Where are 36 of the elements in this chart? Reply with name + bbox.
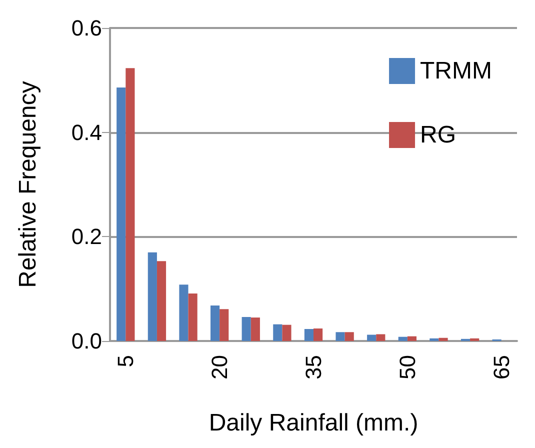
x-tick-label: 65 — [488, 355, 514, 380]
bar — [398, 336, 408, 341]
bar — [282, 324, 292, 341]
legend-label: RG — [420, 122, 456, 148]
x-tick-label: 5 — [113, 355, 138, 368]
y-tick-label: 0.6 — [71, 16, 102, 40]
x-tick-label: 50 — [394, 355, 420, 380]
bar — [242, 317, 251, 341]
bar — [179, 284, 188, 341]
bar — [376, 334, 386, 341]
bar — [407, 336, 416, 341]
bar — [148, 252, 157, 341]
x-tick-label: 20 — [207, 355, 232, 380]
bar — [126, 68, 135, 341]
x-axis-title: Daily Rainfall (mm.) — [208, 410, 418, 436]
bar — [220, 309, 229, 341]
bar — [430, 338, 439, 341]
bar — [156, 261, 166, 341]
legend-label: TRMM — [420, 58, 492, 84]
bar — [344, 332, 354, 341]
bar — [314, 328, 323, 341]
y-tick-label: 0.2 — [71, 224, 102, 250]
bar — [304, 329, 314, 341]
bar — [336, 332, 345, 341]
bar — [210, 306, 220, 341]
text: 0.0 — [71, 328, 102, 354]
bar — [273, 324, 282, 341]
bar — [188, 294, 198, 341]
bar — [250, 318, 260, 341]
x-tick-label: 35 — [301, 355, 326, 380]
bar — [438, 338, 448, 341]
bar — [470, 338, 480, 341]
bar — [116, 87, 126, 341]
bar — [367, 334, 376, 341]
y-tick-label: 0.4 — [71, 120, 102, 145]
y-axis-title: Relative Frequency — [14, 81, 42, 288]
